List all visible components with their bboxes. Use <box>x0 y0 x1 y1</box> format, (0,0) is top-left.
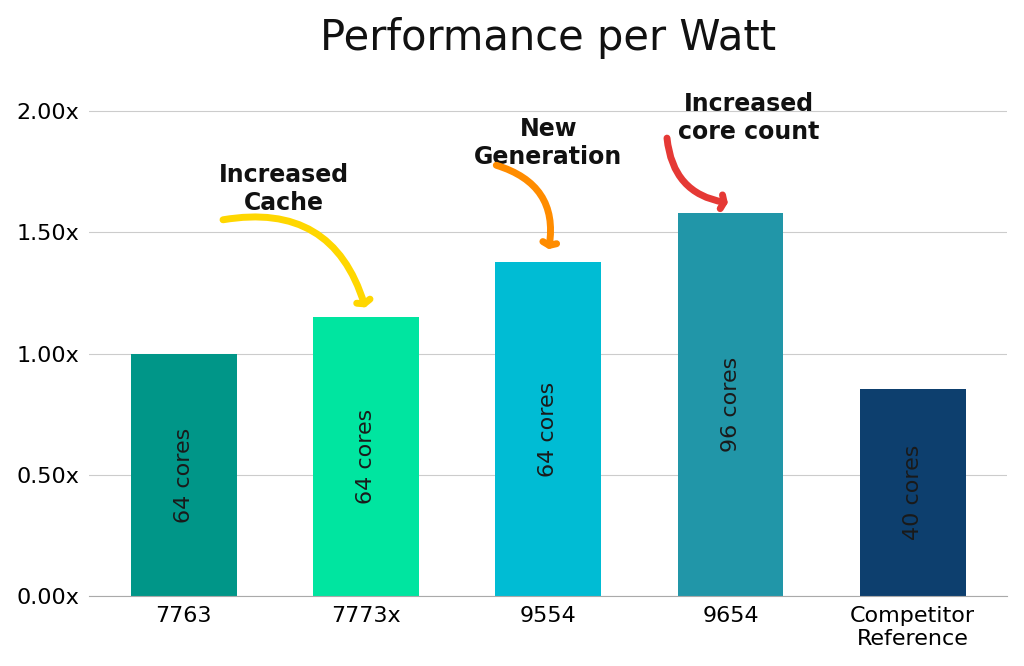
Text: 96 cores: 96 cores <box>721 357 740 452</box>
Title: Performance per Watt: Performance per Watt <box>321 17 776 59</box>
Text: New
Generation: New Generation <box>474 117 623 168</box>
Text: Increased
core count: Increased core count <box>678 93 819 145</box>
Bar <box>678 213 783 597</box>
Bar <box>131 354 237 597</box>
Text: 64 cores: 64 cores <box>539 382 558 477</box>
Text: 64 cores: 64 cores <box>356 409 376 505</box>
Bar <box>313 317 419 597</box>
Bar <box>496 262 601 597</box>
Text: Increased
Cache: Increased Cache <box>219 163 349 214</box>
Text: 64 cores: 64 cores <box>174 428 194 523</box>
Text: 40 cores: 40 cores <box>903 445 923 540</box>
Bar <box>860 389 966 597</box>
